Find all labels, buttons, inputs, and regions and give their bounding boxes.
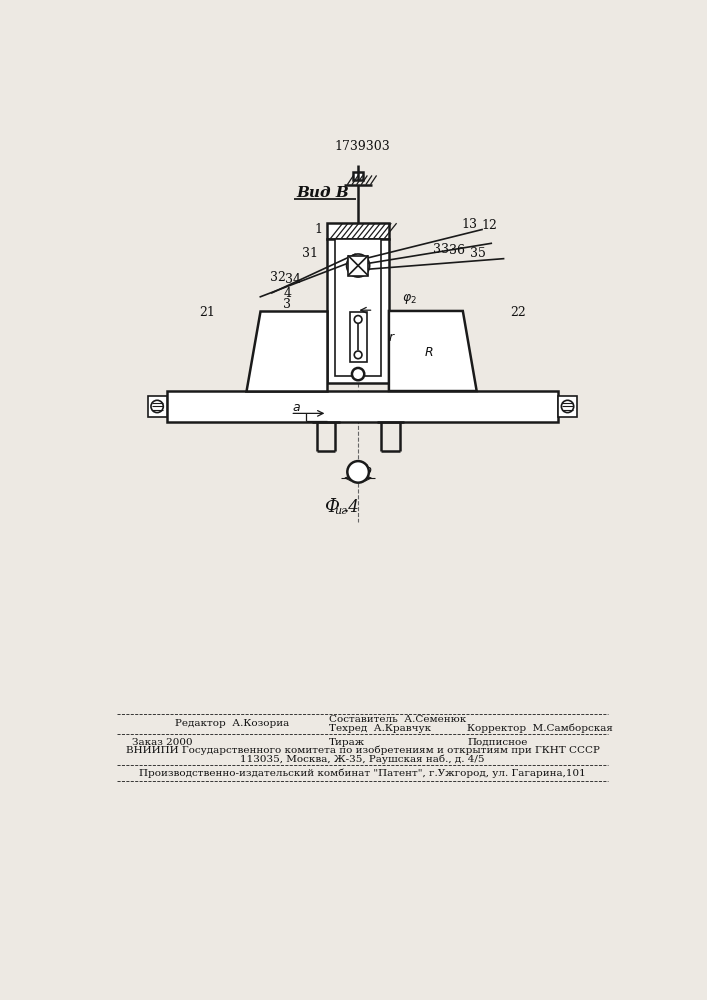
Text: 31: 31: [302, 247, 317, 260]
Text: .4: .4: [344, 499, 360, 516]
Bar: [353, 172, 363, 180]
Text: 36: 36: [449, 244, 464, 257]
Text: $R$: $R$: [424, 346, 433, 359]
Text: 32: 32: [270, 271, 286, 284]
Text: Заказ 2000: Заказ 2000: [132, 738, 193, 747]
Text: Техред  А.Кравчук: Техред А.Кравчук: [329, 724, 431, 733]
Text: Составитель  А.Семенюк: Составитель А.Семенюк: [329, 715, 466, 724]
Text: 33: 33: [433, 243, 449, 256]
Text: Ф: Ф: [325, 498, 339, 516]
Text: 35: 35: [470, 247, 486, 260]
Text: Редактор  А.Козориа: Редактор А.Козориа: [175, 719, 289, 728]
Text: Производственно-издательский комбинат "Патент", г.Ужгород, ул. Гагарина,101: Производственно-издательский комбинат "П…: [139, 769, 586, 778]
Bar: [148, 396, 167, 417]
Text: 34: 34: [286, 273, 301, 286]
Text: $r$: $r$: [388, 331, 396, 344]
Text: 3: 3: [284, 298, 291, 311]
Text: 21: 21: [199, 306, 215, 319]
Text: иг: иг: [334, 506, 346, 516]
Circle shape: [354, 351, 362, 359]
Text: Корректор  М.Самборская: Корректор М.Самборская: [467, 724, 613, 733]
Circle shape: [151, 400, 163, 413]
Text: Тираж: Тираж: [329, 738, 365, 747]
Text: $b$: $b$: [363, 463, 372, 477]
Text: $a$: $a$: [292, 401, 301, 414]
Text: 13: 13: [461, 218, 477, 231]
Polygon shape: [246, 311, 327, 391]
Bar: [327, 223, 389, 239]
Circle shape: [354, 316, 362, 323]
Circle shape: [347, 461, 369, 483]
Circle shape: [352, 368, 364, 380]
Text: Вид В: Вид В: [296, 186, 349, 200]
Text: Подписное: Подписное: [467, 738, 528, 747]
Polygon shape: [389, 311, 477, 391]
Bar: [350, 312, 366, 362]
Text: 1: 1: [315, 223, 323, 236]
Text: 1739303: 1739303: [335, 140, 390, 153]
Bar: [335, 239, 381, 376]
Circle shape: [561, 400, 573, 413]
Bar: [167, 391, 558, 422]
Text: ВНИИПИ Государственного комитета по изобретениям и открытиям при ГКНТ СССР: ВНИИПИ Государственного комитета по изоб…: [126, 746, 600, 755]
Bar: [327, 239, 389, 383]
Circle shape: [346, 254, 370, 277]
Text: 22: 22: [510, 306, 526, 319]
Text: 113035, Москва, Ж-35, Раушская наб., д. 4/5: 113035, Москва, Ж-35, Раушская наб., д. …: [240, 754, 485, 764]
Text: $\varphi_2$: $\varphi_2$: [402, 292, 417, 306]
Text: 12: 12: [481, 219, 497, 232]
Bar: [558, 396, 577, 417]
Text: 4: 4: [284, 287, 291, 300]
Bar: [348, 256, 368, 276]
